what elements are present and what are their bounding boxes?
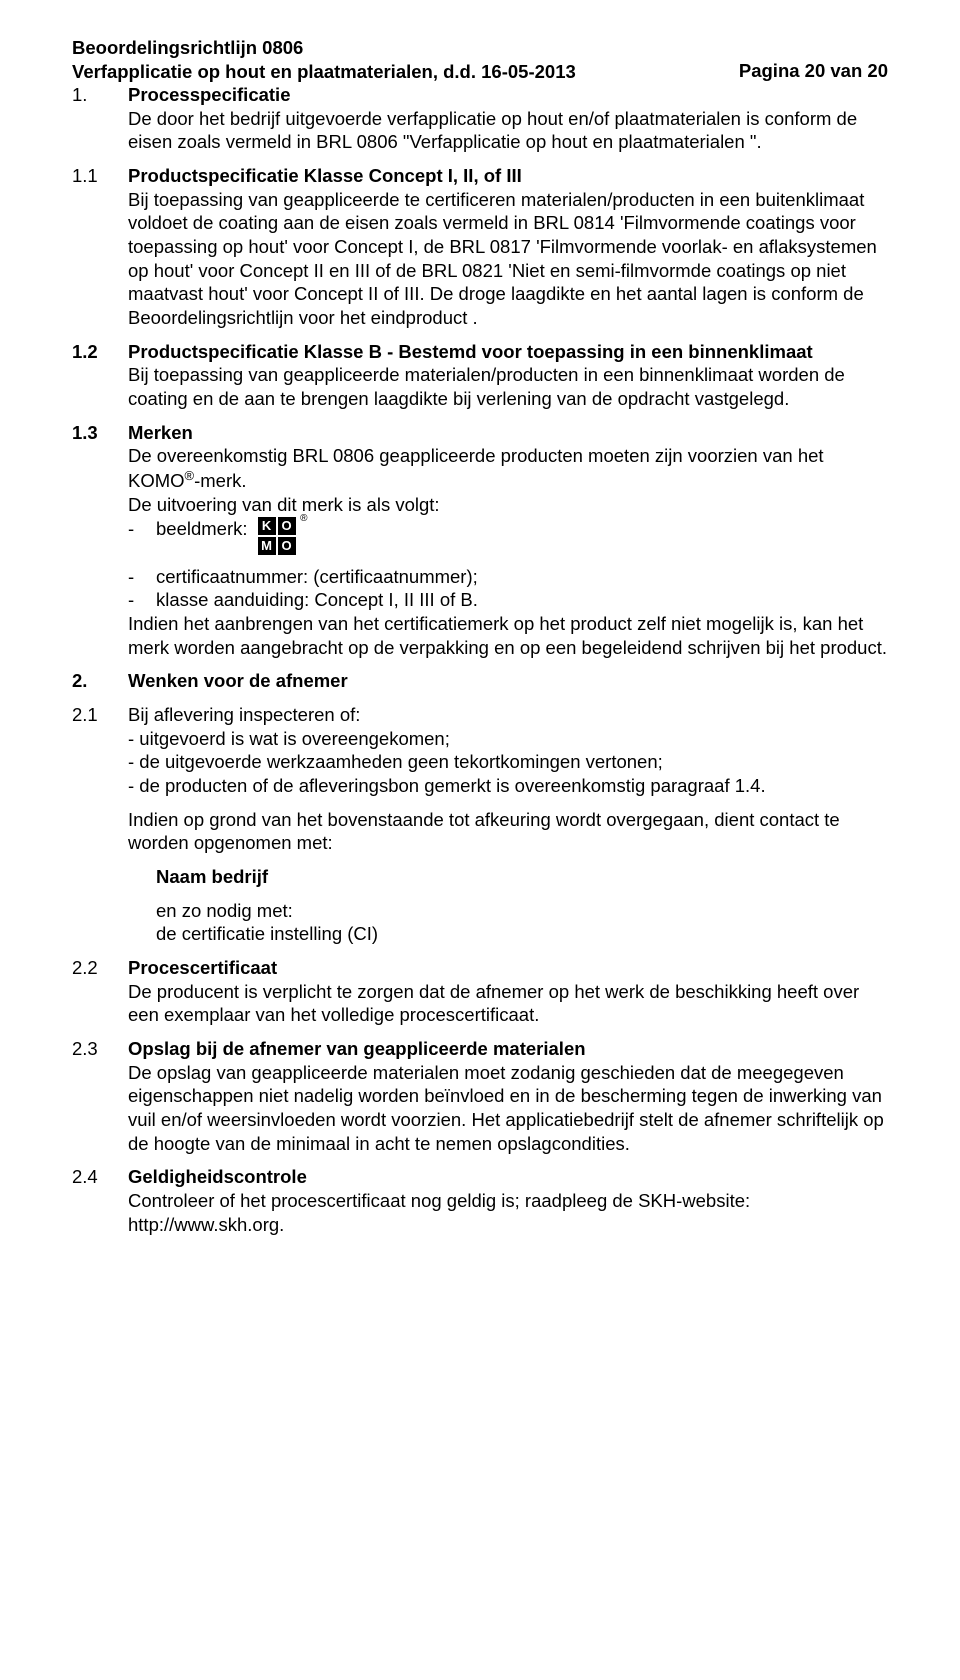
section-1-3-bullets-2: - certificaatnummer: (certificaatnummer)… [128,565,888,612]
section-1-title: Processpecificatie [128,83,888,107]
section-1-3-p2: De uitvoering van dit merk is als volgt: [128,493,888,517]
section-1: 1. Processpecificatie De door het bedrij… [72,83,888,154]
komo-reg: ® [300,513,307,526]
section-1-2-title: Productspecificatie Klasse B - Bestemd v… [128,341,813,362]
komo-logo: K O M O ® [258,517,296,555]
section-1-number: 1. [72,83,128,154]
bullet-beeldmerk-label: beeldmerk: [156,517,248,555]
bullet-dash: - [128,517,156,555]
section-1-1-title: Productspecificatie Klasse Concept I, II… [128,165,522,186]
reg-mark: ® [185,468,195,483]
bullet-klasse: klasse aanduiding: Concept I, II III of … [156,588,478,612]
section-2-1-lead: Bij aflevering inspecteren of: [128,703,888,727]
section-2-number: 2. [72,669,128,693]
section-2-1-body: Bij aflevering inspecteren of: - uitgevo… [128,703,888,946]
section-1-3-number: 1.3 [72,421,128,660]
bullet-klasse-row: - klasse aanduiding: Concept I, II III o… [128,588,888,612]
section-2-4-body: Geldigheidscontrole Controleer of het pr… [128,1165,888,1236]
header-title-line1: Beoordelingsrichtlijn 0806 [72,36,888,60]
section-2-3: 2.3 Opslag bij de afnemer van geapplicee… [72,1037,888,1155]
section-2: 2. Wenken voor de afnemer [72,669,888,693]
section-1-2-text: Bij toepassing van geappliceerde materia… [128,363,888,410]
komo-k: K [258,517,276,535]
section-1-1-text: Bij toepassing van geappliceerde te cert… [128,188,888,330]
komo-m: M [258,537,276,555]
section-2-1-naam: Naam bedrijf [156,865,888,889]
section-2-1-l1: - uitgevoerd is wat is overeengekomen; [128,727,888,751]
section-2-4-number: 2.4 [72,1165,128,1236]
section-1-3-body: Merken De overeenkomstig BRL 0806 geappl… [128,421,888,660]
komo-logo-grid: K O M O ® [258,517,296,555]
section-2-1-p3b: de certificatie instelling (CI) [156,922,888,946]
section-1-3-p1: De overeenkomstig BRL 0806 geappliceerde… [128,444,888,493]
section-2-1-number: 2.1 [72,703,128,946]
komo-o2: O [278,537,296,555]
section-1-text: De door het bedrijf uitgevoerde verfappl… [128,107,888,154]
document-page: Beoordelingsrichtlijn 0806 Verfapplicati… [0,0,960,1680]
section-2-1-l2: - de uitgevoerde werkzaamheden geen teko… [128,750,888,774]
section-1-2-body: Productspecificatie Klasse B - Bestemd v… [128,340,888,411]
bullet-dash: - [128,565,156,589]
section-2-4-text: Controleer of het procescertificaat nog … [128,1189,888,1236]
page-header: Beoordelingsrichtlijn 0806 Verfapplicati… [72,36,888,83]
bullet-cert: certificaatnummer: (certificaatnummer); [156,565,478,589]
section-2-4: 2.4 Geldigheidscontrole Controleer of he… [72,1165,888,1236]
section-1-1: 1.1 Productspecificatie Klasse Concept I… [72,164,888,330]
section-2-1-l3: - de producten of de afleveringsbon geme… [128,774,888,798]
bullet-dash: - [128,588,156,612]
section-1-2-number: 1.2 [72,340,128,411]
section-1-1-number: 1.1 [72,164,128,330]
section-1-2: 1.2 Productspecificatie Klasse B - Beste… [72,340,888,411]
section-2-2-body: Procescertificaat De producent is verpli… [128,956,888,1027]
section-2-1: 2.1 Bij aflevering inspecteren of: - uit… [72,703,888,946]
section-2-2-number: 2.2 [72,956,128,1027]
section-2-2-text: De producent is verplicht te zorgen dat … [128,980,888,1027]
section-2-3-body: Opslag bij de afnemer van geappliceerde … [128,1037,888,1155]
section-1-body: Processpecificatie De door het bedrijf u… [128,83,888,154]
bullet-cert-row: - certificaatnummer: (certificaatnummer)… [128,565,888,589]
section-2-3-title: Opslag bij de afnemer van geappliceerde … [128,1038,586,1059]
section-2-4-title: Geldigheidscontrole [128,1166,307,1187]
section-1-3: 1.3 Merken De overeenkomstig BRL 0806 ge… [72,421,888,660]
section-1-3-p3: Indien het aanbrengen van het certificat… [128,612,888,659]
section-1-3-title: Merken [128,422,193,443]
bullet-beeldmerk-row: - beeldmerk: K O M O ® [128,517,888,555]
section-2-2-title: Procescertificaat [128,957,277,978]
section-1-1-body: Productspecificatie Klasse Concept I, II… [128,164,888,330]
section-2-3-number: 2.3 [72,1037,128,1155]
section-2-3-text: De opslag van geappliceerde materialen m… [128,1061,888,1156]
section-2-1-p3: en zo nodig met: de certificatie instell… [156,899,888,946]
section-1-3-p1b: -merk. [194,470,246,491]
section-2-1-p3a: en zo nodig met: [156,899,888,923]
section-2-title: Wenken voor de afnemer [128,669,888,693]
komo-o1: O [278,517,296,535]
section-2-2: 2.2 Procescertificaat De producent is ve… [72,956,888,1027]
section-2-1-p2: Indien op grond van het bovenstaande tot… [128,808,888,855]
